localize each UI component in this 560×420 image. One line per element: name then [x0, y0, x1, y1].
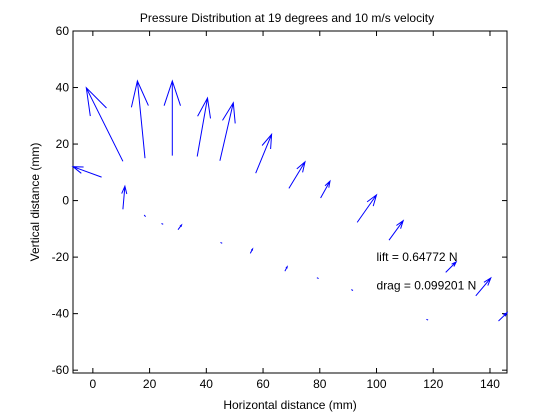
- y-tick-label: -40: [52, 307, 70, 321]
- plot-area: [72, 30, 508, 374]
- pressure-arrow: [196, 96, 211, 157]
- pressure-arrow: [316, 277, 319, 280]
- pressure-arrow: [177, 223, 183, 230]
- pressure-arrow: [219, 101, 236, 161]
- x-tick-label: 100: [367, 377, 387, 391]
- pressure-arrow: [143, 214, 146, 218]
- pressure-arrow: [161, 223, 164, 225]
- y-tick-label: 60: [56, 24, 70, 38]
- pressure-arrow: [255, 132, 273, 174]
- x-tick-label: 60: [256, 377, 270, 391]
- y-tick-label: -60: [52, 363, 70, 377]
- pressure-arrow: [249, 247, 254, 254]
- y-tick-label: -20: [52, 250, 70, 264]
- x-tick-label: 0: [90, 377, 97, 391]
- x-tick-label: 120: [423, 377, 443, 391]
- pressure-arrow: [356, 193, 378, 223]
- axis-ticks: 0 20 40 60 80 100 120 140 -60 -40 -20 0 20 40 60: [52, 24, 507, 391]
- pressure-arrows: [71, 79, 509, 322]
- pressure-arrow: [163, 79, 181, 156]
- pressure-arrow: [475, 276, 492, 297]
- pressure-arrow: [121, 184, 128, 210]
- pressure-arrow: [426, 318, 429, 321]
- y-tick-label: 0: [62, 194, 69, 208]
- x-axis-label: Horizontal distance (mm): [223, 398, 356, 412]
- drag-annotation: drag = 0.099201 N: [377, 278, 477, 292]
- y-tick-label: 40: [56, 81, 70, 95]
- lift-annotation: lift = 0.64772 N: [377, 250, 458, 264]
- pressure-arrow: [85, 86, 124, 162]
- pressure-arrow: [388, 219, 405, 241]
- pressure-arrow: [71, 166, 102, 178]
- pressure-arrow: [288, 160, 306, 189]
- y-axis-label: Vertical distance (mm): [28, 143, 42, 262]
- pressure-arrow: [351, 289, 354, 291]
- pressure-arrow: [284, 265, 288, 272]
- pressure-arrow: [320, 179, 331, 199]
- pressure-arrow: [498, 311, 509, 322]
- chart-title: Pressure Distribution at 19 degrees and …: [140, 11, 434, 25]
- x-tick-label: 40: [200, 377, 214, 391]
- pressure-arrow: [220, 241, 223, 244]
- y-tick-label: 20: [56, 137, 70, 151]
- x-tick-label: 20: [143, 377, 157, 391]
- pressure-arrow: [130, 79, 149, 159]
- x-tick-label: 80: [313, 377, 327, 391]
- pressure-arrow: [445, 260, 458, 273]
- x-tick-label: 140: [480, 377, 500, 391]
